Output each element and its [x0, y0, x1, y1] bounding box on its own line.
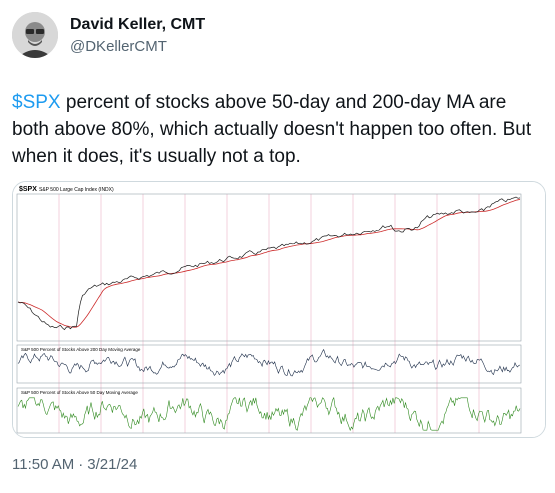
panel3-label: S&P 500 Percent of Stocks Above 50 Day M…	[21, 390, 138, 395]
chart-svg: $SPX S&P 500 Large Cap Index (INDX) S&P …	[13, 182, 545, 437]
pct200-panel	[16, 344, 522, 384]
author-name[interactable]: David Keller, CMT	[70, 16, 206, 33]
timestamp-time: 11:50 AM	[12, 456, 75, 473]
tweet-text: $SPX percent of stocks above 50-day and …	[12, 89, 544, 170]
avatar[interactable]	[12, 12, 58, 58]
price-line	[17, 196, 521, 331]
timestamp-date: 3/21/24	[87, 456, 138, 473]
tweet-body: percent of stocks above 50-day and 200-d…	[12, 92, 532, 167]
panel2-label: S&P 500 Percent of Stocks Above 200 Day …	[21, 347, 141, 352]
author-handle[interactable]: @DKellerCMT	[70, 38, 167, 55]
chart-image[interactable]: $SPX S&P 500 Large Cap Index (INDX) S&P …	[12, 181, 546, 438]
ma-line	[17, 199, 521, 328]
chart-title: $SPX	[19, 186, 37, 193]
timestamp-separator: ·	[78, 456, 84, 473]
timestamp[interactable]: 11:50 AM · 3/21/24	[12, 456, 137, 473]
cashtag-link[interactable]: $SPX	[12, 92, 61, 113]
pct50-line	[17, 396, 521, 432]
chart-subtitle: S&P 500 Large Cap Index (INDX)	[39, 187, 114, 193]
pct200-line	[17, 348, 521, 377]
price-panel	[16, 193, 522, 342]
profile-photo-icon	[12, 12, 58, 58]
year-marker-lines	[58, 194, 480, 433]
pct50-panel	[16, 387, 522, 434]
